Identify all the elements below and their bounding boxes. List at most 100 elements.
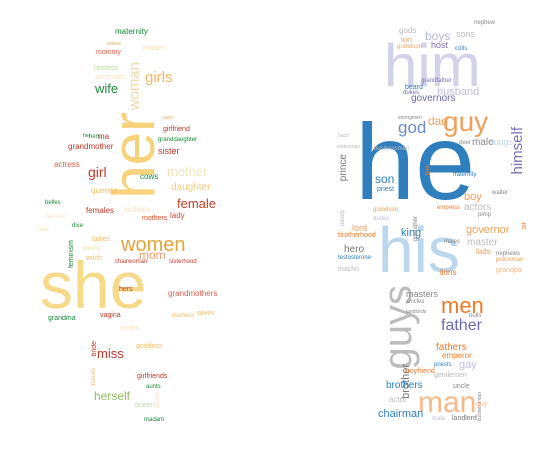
cloud-word: mom — [139, 248, 166, 262]
cloud-word: his — [378, 214, 460, 286]
cloud-word: king — [401, 227, 422, 239]
cloud-word: granddaughter — [158, 137, 198, 143]
cloud-word: hers — [119, 286, 133, 293]
cloud-word: sir — [521, 222, 528, 230]
cloud-word: queen — [135, 402, 155, 409]
cloud-word: lady — [170, 211, 185, 220]
cloud-word: wife — [95, 81, 119, 96]
cloud-word: beard — [405, 84, 423, 91]
male-word-cloud: he his him guys man guy men himself father god boy… — [277, 0, 554, 449]
cloud-word: landlords — [406, 309, 427, 315]
cloud-word: brides — [155, 392, 161, 409]
cloud-word: sister — [158, 146, 180, 156]
cloud-word: grandson — [373, 207, 399, 213]
cloud-word: himself — [509, 127, 526, 175]
cloud-word: lions — [440, 268, 457, 277]
cloud-word: cows — [140, 172, 159, 181]
cloud-word: brothers — [386, 380, 423, 391]
cloud-word: gods — [399, 26, 417, 35]
cloud-word: godfather — [413, 216, 419, 242]
cloud-word: guy — [476, 401, 488, 408]
cloud-word: grandpa — [496, 267, 522, 274]
cloud-word: madam — [144, 417, 165, 423]
cloud-word: waiter — [492, 190, 509, 196]
cloud-word: governors — [411, 93, 456, 104]
cloud-word: bride — [91, 341, 98, 357]
cloud-word: bulls — [469, 313, 482, 319]
cloud-word: grandma — [48, 315, 76, 322]
cloud-word: aunts — [146, 384, 161, 390]
cloud-word: nephew — [474, 20, 496, 26]
cloud-word: queens — [91, 186, 118, 195]
cloud-word: mommy — [96, 49, 121, 56]
cloud-word: widow — [107, 41, 121, 47]
cloud-word: father — [441, 317, 482, 334]
cloud-word: priest — [377, 186, 395, 193]
cloud-word: wives — [197, 310, 215, 317]
cloud-word: statesman — [337, 144, 361, 150]
cloud-word: uncle — [453, 383, 470, 390]
cloud-word: vagina — [100, 312, 121, 319]
cloud-word: moms — [120, 325, 140, 332]
cloud-word: grandmother — [68, 142, 114, 151]
cloud-word: feminism — [68, 240, 75, 269]
cloud-word: master — [467, 237, 498, 248]
cloud-word: male — [472, 137, 494, 148]
cloud-word: priests — [434, 362, 452, 368]
cloud-word: man — [418, 386, 477, 419]
cloud-word: nieces — [91, 368, 97, 386]
cloud-word: he — [355, 101, 476, 222]
cloud-word: sons — [456, 29, 476, 39]
cloud-word: hero — [344, 244, 365, 255]
cloud-word: actress — [54, 160, 80, 169]
cloud-word: lesbian — [124, 205, 150, 214]
cloud-word: nephews — [496, 251, 521, 257]
cloud-word: masters — [406, 289, 439, 299]
cloud-word: grandmothers — [168, 289, 218, 298]
cloud-word: bach — [338, 133, 349, 139]
cloud-word: kings — [492, 137, 514, 147]
cloud-word: dude — [432, 416, 446, 422]
cloud-word: maternity — [115, 27, 148, 36]
cloud-word: men — [441, 293, 484, 318]
cloud-word: fiancee — [46, 214, 66, 220]
cloud-word: lion — [401, 37, 412, 44]
cloud-word: him — [384, 32, 481, 99]
cloud-word: dad — [428, 114, 449, 128]
cloud-word: her — [83, 133, 91, 139]
cloud-word: landlord — [452, 415, 477, 422]
cloud-word: emperor — [442, 351, 472, 360]
cloud-word: chairwoman — [115, 259, 148, 265]
cloud-word: jose — [38, 227, 50, 233]
cloud-word: actresses — [95, 74, 125, 81]
cloud-word: gay — [459, 359, 477, 371]
cloud-word: dukes — [403, 90, 420, 96]
cloud-word: daddy — [340, 210, 346, 227]
cloud-word: goddess — [136, 343, 163, 350]
cloud-word: boys — [425, 29, 451, 43]
cloud-word: belles — [45, 200, 61, 206]
cloud-word: maiden — [142, 45, 165, 52]
cloud-word: lads — [476, 247, 491, 256]
cloud-word: actors — [464, 202, 492, 213]
cloud-word: sisterhood — [169, 259, 197, 265]
cloud-word: woman — [126, 62, 143, 111]
cloud-word: lord — [352, 223, 368, 233]
cloud-word: son — [375, 172, 395, 186]
cloud-word: girl — [88, 164, 107, 180]
cloud-word: colts — [455, 46, 468, 52]
cloud-word: testosterone — [338, 255, 372, 261]
cloud-word: guy — [443, 106, 489, 137]
cloud-word: dive — [72, 223, 84, 229]
cloud-word: women — [121, 234, 186, 256]
cloud-word: duchess — [172, 313, 195, 319]
cloud-word: god — [398, 118, 427, 137]
cloud-word: girls — [145, 69, 173, 86]
cloud-word: boyfriend — [406, 368, 435, 375]
cloud-word: herself — [94, 389, 131, 403]
cloud-word: husband — [437, 86, 480, 98]
cloud-word: female — [177, 196, 217, 211]
cloud-word: chairman — [378, 408, 424, 420]
cloud-word: grandfather — [421, 78, 452, 84]
cloud-word: dudes — [373, 216, 390, 222]
